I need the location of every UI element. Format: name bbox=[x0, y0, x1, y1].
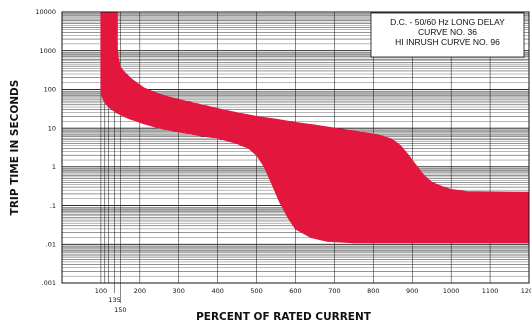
y-tick-label: .01 bbox=[46, 240, 56, 248]
trip-band bbox=[100, 11, 530, 244]
legend-line-2: CURVE NO. 36 bbox=[418, 27, 477, 37]
x-tick-label: 500 bbox=[250, 287, 262, 295]
y-tick-label: .001 bbox=[42, 279, 56, 287]
x-tick-label: 1100 bbox=[482, 287, 499, 295]
y-tick-label: 10000 bbox=[35, 8, 56, 16]
x-tick-label: 1000 bbox=[443, 287, 460, 295]
y-tick-label: .1 bbox=[50, 202, 56, 210]
x-tick-label: 700 bbox=[328, 287, 340, 295]
x-tick-label: 150 bbox=[114, 306, 126, 314]
x-tick-label: 200 bbox=[134, 287, 146, 295]
legend: D.C. - 50/60 Hz LONG DELAY CURVE NO. 36 … bbox=[370, 12, 525, 58]
x-tick-label: 135 bbox=[108, 296, 120, 304]
y-axis-title: TRIP TIME IN SECONDS bbox=[9, 80, 21, 216]
x-tick-label: 900 bbox=[406, 287, 418, 295]
x-tick-label: 600 bbox=[289, 287, 301, 295]
x-tick-label: 300 bbox=[173, 287, 185, 295]
y-tick-label: 10 bbox=[48, 124, 56, 132]
x-tick-label: 100 bbox=[95, 287, 107, 295]
legend-box bbox=[370, 12, 525, 58]
x-tick-label: 1200 bbox=[521, 287, 531, 295]
legend-line-1: D.C. - 50/60 Hz LONG DELAY bbox=[390, 17, 505, 27]
y-tick-label: 1 bbox=[52, 163, 56, 171]
legend-line-3: HI INRUSH CURVE NO. 96 bbox=[395, 37, 500, 47]
x-tick-label: 400 bbox=[211, 287, 223, 295]
trip-band-area bbox=[100, 11, 530, 244]
y-tick-label: 100 bbox=[44, 86, 56, 94]
plot-frame bbox=[61, 11, 530, 284]
y-tick-label: 1000 bbox=[39, 47, 56, 55]
x-tick-label: 800 bbox=[367, 287, 379, 295]
x-axis-title: PERCENT OF RATED CURRENT bbox=[196, 311, 372, 323]
